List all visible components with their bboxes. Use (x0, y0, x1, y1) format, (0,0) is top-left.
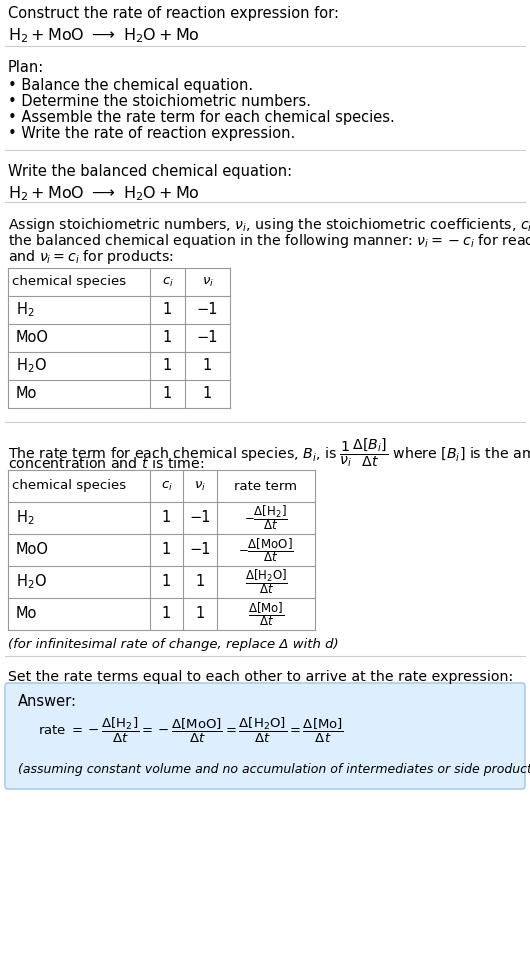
Text: $\dfrac{\Delta[\mathrm{H_2O}]}{\Delta t}$: $\dfrac{\Delta[\mathrm{H_2O}]}{\Delta t}… (244, 568, 287, 596)
Text: $\nu_i$: $\nu_i$ (201, 275, 214, 289)
Text: −1: −1 (189, 510, 211, 525)
Text: 1: 1 (162, 606, 171, 622)
Text: • Write the rate of reaction expression.: • Write the rate of reaction expression. (8, 126, 295, 141)
Text: 1: 1 (162, 543, 171, 557)
Text: (for infinitesimal rate of change, replace Δ with d): (for infinitesimal rate of change, repla… (8, 638, 339, 651)
Text: The rate term for each chemical species, $B_i$, is $\dfrac{1}{\nu_i}\dfrac{\Delt: The rate term for each chemical species,… (8, 436, 530, 468)
Text: chemical species: chemical species (12, 275, 126, 289)
Text: Plan:: Plan: (8, 60, 44, 75)
Text: Write the balanced chemical equation:: Write the balanced chemical equation: (8, 164, 292, 179)
Text: 1: 1 (196, 606, 205, 622)
Text: rate term: rate term (234, 479, 297, 493)
Text: 1: 1 (196, 575, 205, 590)
Text: Construct the rate of reaction expression for:: Construct the rate of reaction expressio… (8, 6, 339, 21)
Text: $\mathrm{H_2}$: $\mathrm{H_2}$ (16, 301, 34, 319)
Text: 1: 1 (163, 386, 172, 401)
Text: concentration and $t$ is time:: concentration and $t$ is time: (8, 456, 204, 471)
Text: the balanced chemical equation in the following manner: $\nu_i = -c_i$ for react: the balanced chemical equation in the fo… (8, 232, 530, 250)
Text: $\mathrm{H_2O}$: $\mathrm{H_2O}$ (16, 356, 47, 376)
Text: $c_i$: $c_i$ (162, 275, 173, 289)
Text: chemical species: chemical species (12, 479, 126, 493)
Text: $\mathrm{H_2 + MoO\ \longrightarrow\ H_2O + Mo}$: $\mathrm{H_2 + MoO\ \longrightarrow\ H_2… (8, 184, 200, 203)
Text: $\nu_i$: $\nu_i$ (194, 479, 206, 493)
Text: −1: −1 (189, 543, 211, 557)
Text: 1: 1 (203, 358, 212, 374)
Text: Assign stoichiometric numbers, $\nu_i$, using the stoichiometric coefficients, $: Assign stoichiometric numbers, $\nu_i$, … (8, 216, 530, 234)
Text: 1: 1 (163, 303, 172, 317)
Text: 1: 1 (163, 358, 172, 374)
Text: $\mathrm{H_2}$: $\mathrm{H_2}$ (16, 508, 34, 527)
Text: $\mathrm{H_2O}$: $\mathrm{H_2O}$ (16, 573, 47, 591)
Text: • Determine the stoichiometric numbers.: • Determine the stoichiometric numbers. (8, 94, 311, 109)
Text: $\mathrm{H_2 + MoO\ \longrightarrow\ H_2O + Mo}$: $\mathrm{H_2 + MoO\ \longrightarrow\ H_2… (8, 26, 200, 45)
Text: −1: −1 (197, 303, 218, 317)
Text: 1: 1 (203, 386, 212, 401)
Text: MoO: MoO (16, 331, 49, 346)
Text: 1: 1 (162, 575, 171, 590)
Text: (assuming constant volume and no accumulation of intermediates or side products): (assuming constant volume and no accumul… (18, 763, 530, 776)
FancyBboxPatch shape (5, 683, 525, 789)
Text: rate $= -\dfrac{\Delta[\mathrm{H_2}]}{\Delta t} = -\dfrac{\Delta[\mathrm{MoO}]}{: rate $= -\dfrac{\Delta[\mathrm{H_2}]}{\D… (38, 716, 344, 746)
Text: • Balance the chemical equation.: • Balance the chemical equation. (8, 78, 253, 93)
Text: $-\dfrac{\Delta[\mathrm{H_2}]}{\Delta t}$: $-\dfrac{\Delta[\mathrm{H_2}]}{\Delta t}… (244, 504, 288, 532)
Text: Answer:: Answer: (18, 694, 77, 709)
Text: $-\dfrac{\Delta[\mathrm{MoO}]}{\Delta t}$: $-\dfrac{\Delta[\mathrm{MoO}]}{\Delta t}… (238, 536, 294, 564)
Text: and $\nu_i = c_i$ for products:: and $\nu_i = c_i$ for products: (8, 248, 174, 266)
Text: Mo: Mo (16, 386, 38, 401)
Text: $c_i$: $c_i$ (161, 479, 172, 493)
Text: $\dfrac{\Delta[\mathrm{Mo}]}{\Delta t}$: $\dfrac{\Delta[\mathrm{Mo}]}{\Delta t}$ (248, 600, 284, 628)
Text: Set the rate terms equal to each other to arrive at the rate expression:: Set the rate terms equal to each other t… (8, 670, 513, 684)
Text: Mo: Mo (16, 606, 38, 622)
Text: 1: 1 (162, 510, 171, 525)
Text: • Assemble the rate term for each chemical species.: • Assemble the rate term for each chemic… (8, 110, 395, 125)
Text: −1: −1 (197, 331, 218, 346)
Text: MoO: MoO (16, 543, 49, 557)
Text: 1: 1 (163, 331, 172, 346)
